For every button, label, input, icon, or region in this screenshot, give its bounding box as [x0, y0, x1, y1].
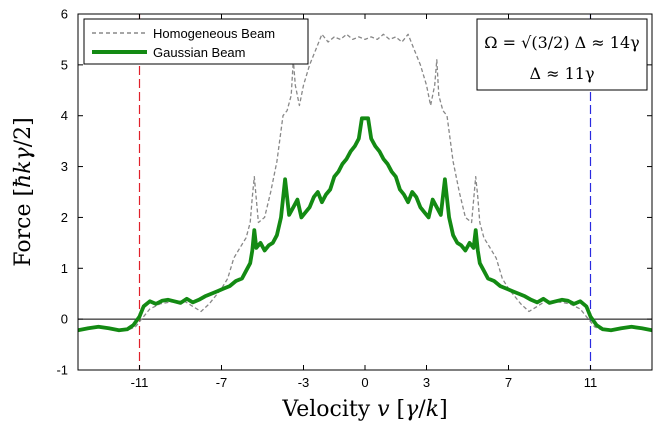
x-tick-label: 7 — [505, 375, 512, 390]
legend: Homogeneous Beam Gaussian Beam — [83, 18, 309, 65]
y-axis-title: Force [ħkγ/2] — [11, 117, 36, 266]
legend-label-homogeneous: Homogeneous Beam — [153, 26, 275, 41]
homogeneous-beam-series — [77, 33, 653, 331]
parameter-annotation: Ω = √(3/2) Δ ≈ 14γ Δ ≈ 11γ — [476, 18, 648, 91]
y-tick-label: 3 — [61, 159, 68, 174]
x-axis-title: Velocity v [γ/k] — [281, 397, 447, 422]
x-tick-label: 3 — [423, 375, 430, 390]
annotation-line-1: Ω = √(3/2) Δ ≈ 14γ — [484, 33, 639, 52]
series-layer — [77, 33, 653, 333]
x-tick-label: -7 — [216, 375, 228, 390]
legend-label-gaussian: Gaussian Beam — [153, 45, 246, 60]
x-tick-label: -11 — [131, 375, 149, 390]
y-tick-label: 2 — [61, 210, 68, 225]
x-axis-ticks: -11 -7 -3 0 3 7 11 — [131, 14, 598, 390]
annotation-box — [476, 18, 648, 91]
gaussian-beam-series — [77, 116, 653, 333]
y-tick-label: 4 — [61, 108, 68, 123]
x-tick-label: 11 — [584, 375, 598, 390]
x-tick-label: -3 — [298, 375, 310, 390]
annotation-line-2: Δ ≈ 11γ — [529, 64, 594, 83]
y-tick-label: 1 — [61, 261, 68, 276]
x-tick-label: 0 — [361, 375, 368, 390]
legend-box — [83, 18, 309, 65]
y-tick-label: -1 — [56, 363, 68, 378]
y-tick-label: 6 — [61, 7, 68, 22]
y-tick-label: 5 — [61, 57, 68, 72]
y-axis-ticks: -1 0 1 2 3 4 5 6 — [56, 7, 652, 378]
y-tick-label: 0 — [61, 312, 68, 327]
